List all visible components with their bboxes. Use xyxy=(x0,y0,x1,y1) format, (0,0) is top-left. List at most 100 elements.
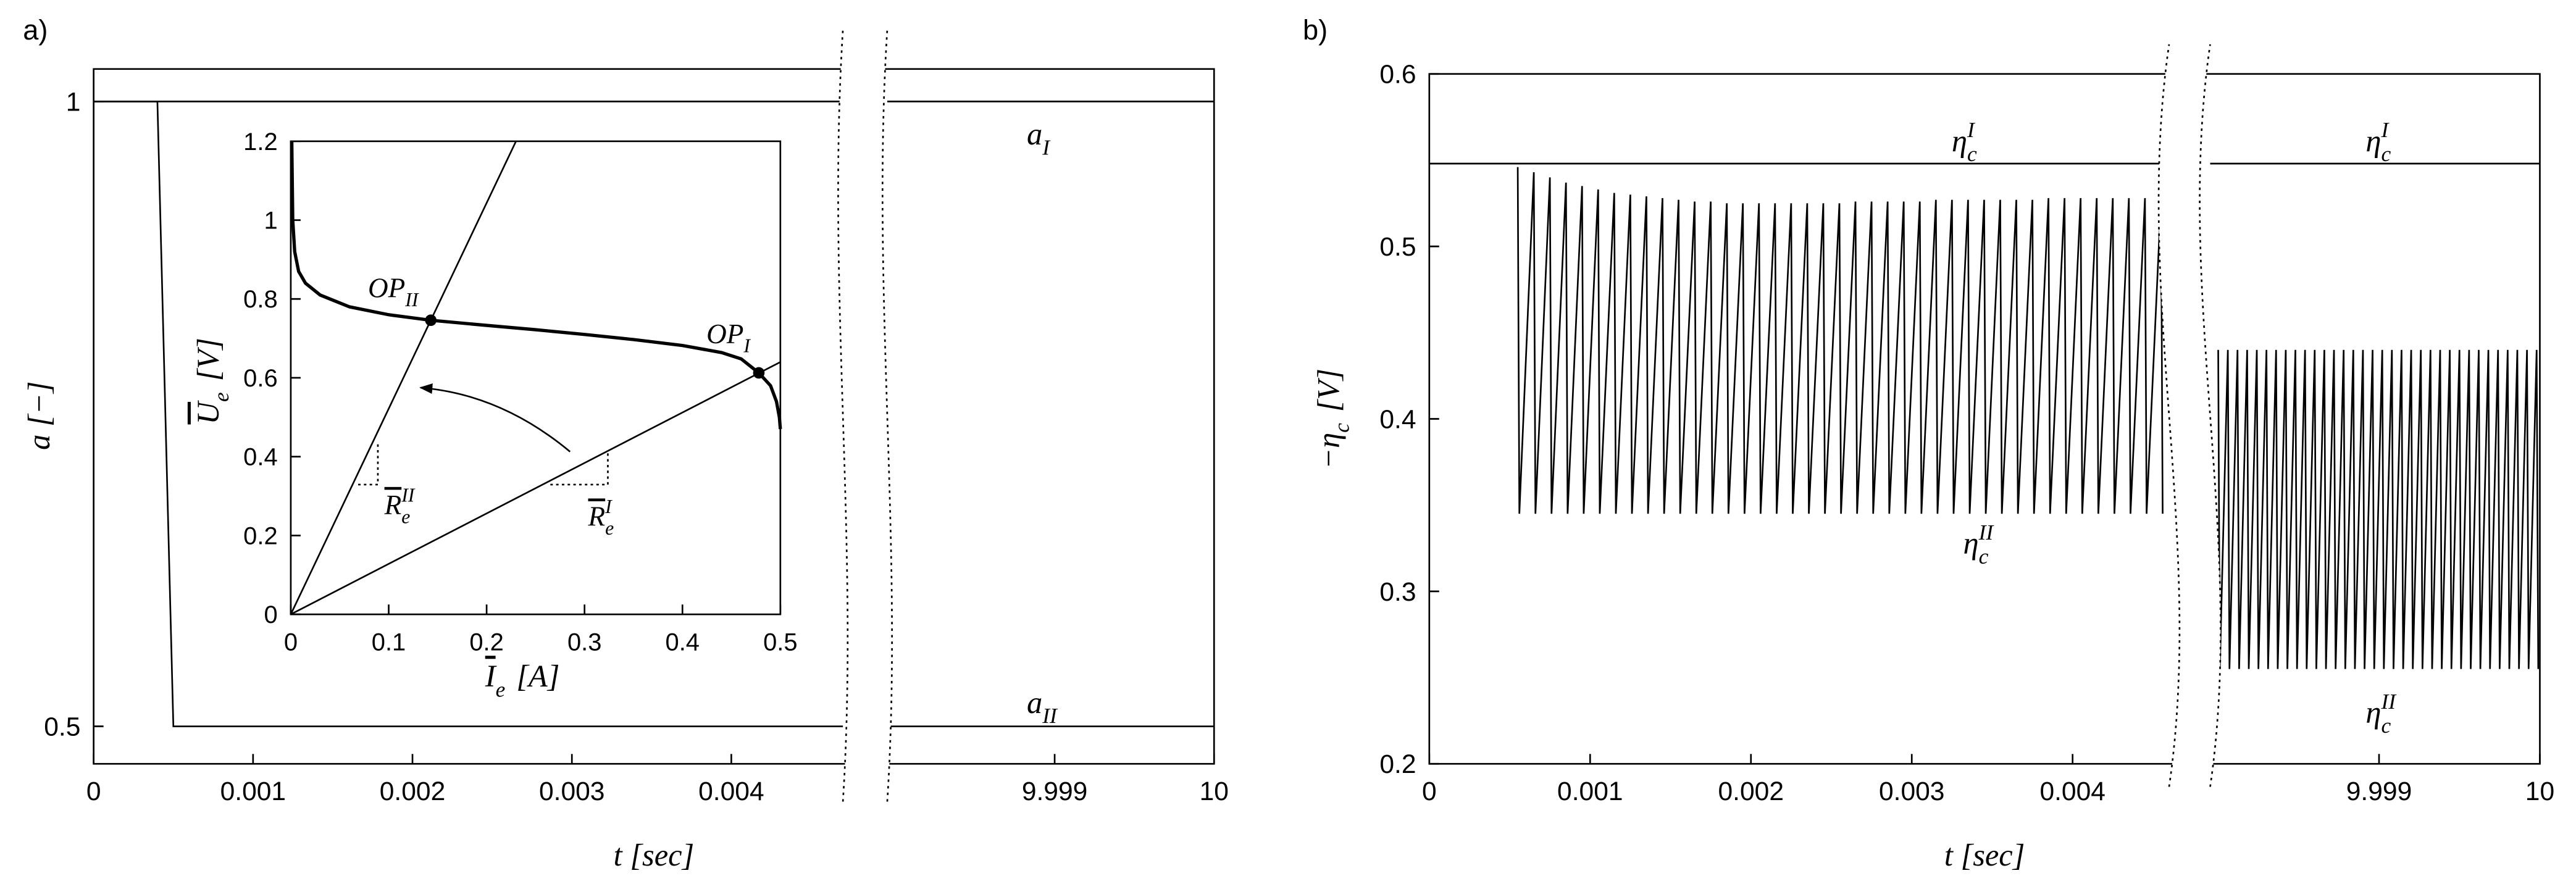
x-tick-label: 0 xyxy=(1422,777,1437,806)
y-tick-label: 0.5 xyxy=(1379,232,1416,262)
axis-break-band xyxy=(838,29,892,802)
data-line xyxy=(1516,167,2540,669)
y-tick-label: 0.4 xyxy=(243,444,277,471)
x-tick-label: 0.3 xyxy=(567,629,601,656)
label-sub: I xyxy=(1042,135,1051,159)
y-tick-label: 0 xyxy=(264,601,277,628)
x-tick-label: 0.002 xyxy=(380,777,446,806)
label-inner: OP II xyxy=(368,273,419,311)
label-inner: η cII xyxy=(1963,520,1995,569)
annotation: OP xyxy=(368,273,405,304)
label: OP I xyxy=(706,319,751,356)
x-axis-label: t [sec] xyxy=(1944,838,2025,872)
x-tick-label: 0.001 xyxy=(220,777,286,806)
annotation: η xyxy=(2365,695,2381,730)
y-tick-label: 1.2 xyxy=(243,128,277,156)
label-sub: e xyxy=(209,392,233,402)
inset-background xyxy=(184,118,802,720)
label-sup: II xyxy=(2381,689,2398,714)
data-line xyxy=(290,141,782,430)
label-sub: c xyxy=(2382,141,2391,166)
label-sup: I xyxy=(1967,117,1976,142)
x-tick-label: 0.004 xyxy=(2039,777,2106,806)
panel-label: a) xyxy=(23,14,48,46)
label: Ue [V] xyxy=(191,338,233,424)
annotation: η xyxy=(2365,123,2381,158)
label-sub: e xyxy=(496,677,506,701)
slope-marker xyxy=(358,443,379,486)
y-tick-label: 1 xyxy=(66,87,81,117)
label: η cII xyxy=(2365,689,2397,738)
label-inner: t [sec] xyxy=(1944,838,2025,872)
operating-point xyxy=(425,314,437,327)
x-axis-label: t [sec] xyxy=(614,838,695,872)
x-tick-label: 0.002 xyxy=(1718,777,1784,806)
x-tick-label: 10 xyxy=(2525,777,2554,806)
annotation: R xyxy=(588,501,606,532)
y-tick-label: 0.6 xyxy=(243,365,277,392)
label-inner: η cI xyxy=(2365,117,2391,166)
annotation: η xyxy=(1963,526,1979,561)
label-sub: e xyxy=(605,517,614,539)
data-line xyxy=(290,141,517,615)
x-tick-label: 0.4 xyxy=(666,629,700,656)
annotation: OP xyxy=(706,319,743,349)
y-tick-label: 0.8 xyxy=(243,286,277,313)
label-unit: [V] xyxy=(1311,369,1345,420)
y-tick-label: 0.2 xyxy=(243,522,277,549)
x-tick-label: 0 xyxy=(86,777,101,806)
axis-break-line xyxy=(837,29,849,802)
label: −ηc [V] xyxy=(1311,369,1353,469)
label-unit: [A] xyxy=(509,659,560,693)
slope-marker xyxy=(550,451,609,486)
data-line xyxy=(93,101,1215,727)
label: η cII xyxy=(1963,520,1995,569)
label: a II xyxy=(1027,685,1058,728)
label-sup: II xyxy=(1978,520,1995,545)
label-inner: Ue [V] xyxy=(191,338,233,424)
annotation: a xyxy=(1027,685,1042,720)
y-tick-label: 1 xyxy=(264,207,277,235)
y-axis-label: −η xyxy=(1311,433,1345,469)
label-sup: I xyxy=(2381,117,2390,142)
y-tick-label: 0.2 xyxy=(1379,749,1416,779)
axis-break-line xyxy=(881,29,893,802)
label-sub: II xyxy=(1042,703,1058,728)
x-tick-label: 0.001 xyxy=(1557,777,1623,806)
plot-frame xyxy=(93,68,1215,765)
label-sub: c xyxy=(1967,141,1977,166)
x-tick-label: 10 xyxy=(1200,777,1229,806)
label-inner: t [sec] xyxy=(614,838,695,872)
label-inner: −ηc [V] xyxy=(1311,369,1353,469)
x-axis-label: I xyxy=(485,659,497,693)
annotation: R xyxy=(384,490,402,520)
label-inner: η cII xyxy=(2365,689,2397,738)
label-sub: c xyxy=(1329,423,1354,433)
data-line xyxy=(290,361,781,616)
panel-label: b) xyxy=(1303,14,1328,46)
x-tick-label: 0.004 xyxy=(698,777,764,806)
operating-point xyxy=(753,367,765,379)
x-tick-label: 0.5 xyxy=(763,629,797,656)
label: η cI xyxy=(2365,117,2391,166)
annotation: η xyxy=(1952,123,1967,158)
x-tick-label: 0.2 xyxy=(469,629,503,656)
annotation: a xyxy=(1027,117,1042,151)
arrow xyxy=(419,383,571,453)
label: η cI xyxy=(1952,117,1977,166)
label: a [−] xyxy=(22,381,56,449)
axis-break-band xyxy=(2159,44,2221,787)
y-axis-label: a [−] xyxy=(22,381,56,449)
y-tick-label: 0.4 xyxy=(1379,404,1416,434)
label-sub: e xyxy=(401,506,410,527)
